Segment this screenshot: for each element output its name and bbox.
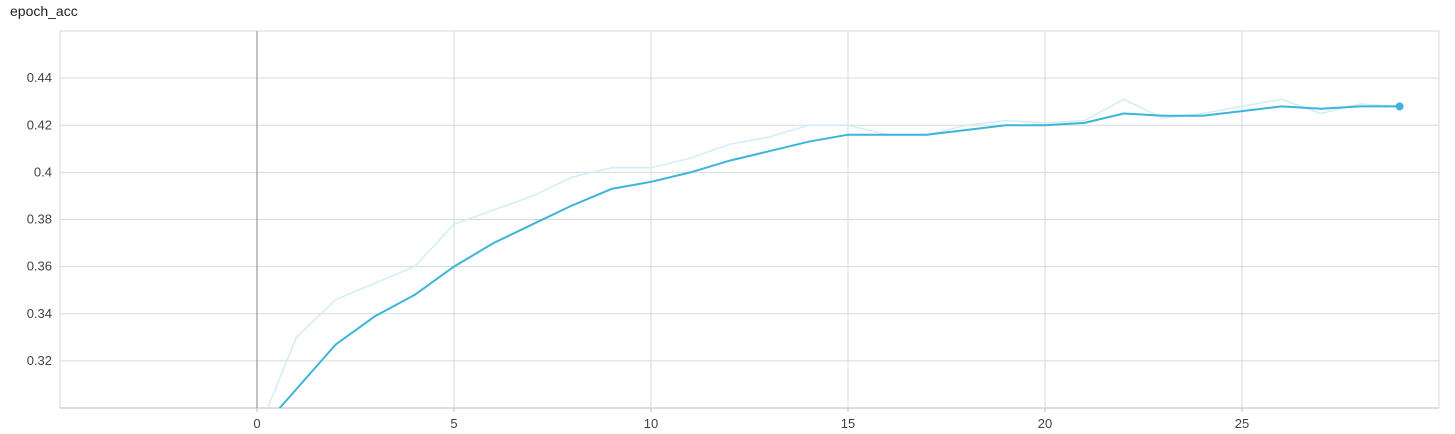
x-tick-label: 25	[1235, 416, 1249, 431]
x-tick-label: 5	[450, 416, 457, 431]
series-end-point	[1395, 102, 1404, 111]
y-tick-label: 0.38	[27, 212, 52, 227]
y-tick-label: 0.4	[34, 164, 52, 179]
y-tick-label: 0.32	[27, 353, 52, 368]
chart-title: epoch_acc	[10, 3, 78, 19]
y-tick-label: 0.44	[27, 70, 52, 85]
y-tick-label: 0.34	[27, 306, 52, 321]
x-tick-label: 0	[253, 416, 260, 431]
smoothed-series-line	[278, 105, 1400, 408]
y-tick-label: 0.42	[27, 117, 52, 132]
x-tick-label: 10	[644, 416, 658, 431]
raw-series-line	[266, 98, 1400, 408]
x-tick-label: 15	[841, 416, 855, 431]
y-tick-label: 0.36	[27, 259, 52, 274]
x-tick-label: 20	[1038, 416, 1052, 431]
